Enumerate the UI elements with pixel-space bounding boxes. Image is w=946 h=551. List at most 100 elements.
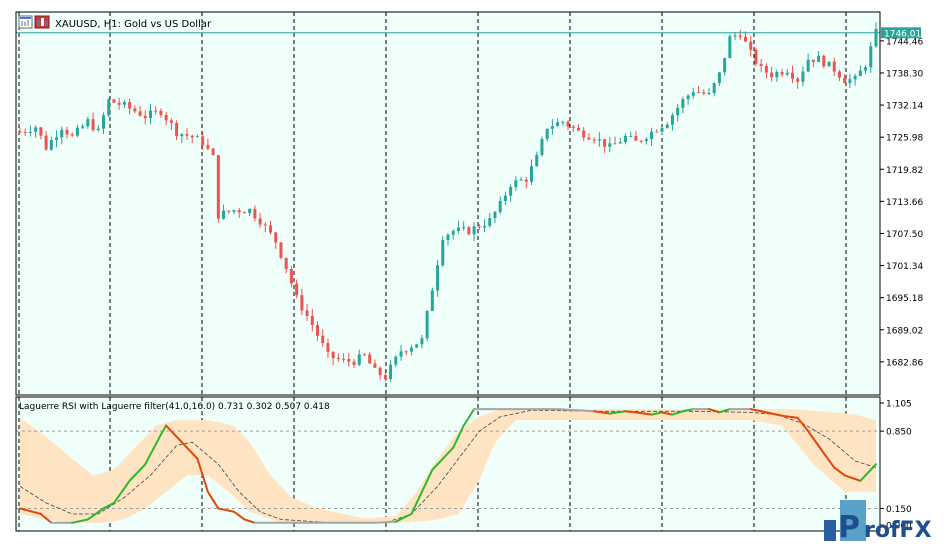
candle-body[interactable] [227,211,230,212]
candle-body[interactable] [29,132,32,133]
candle-body[interactable] [295,283,298,295]
candle-body[interactable] [368,354,371,363]
candle-body[interactable] [520,180,523,181]
candle-body[interactable] [326,343,329,352]
candle-body[interactable] [60,130,63,138]
candle-body[interactable] [55,137,58,140]
candle-body[interactable] [175,123,178,136]
candle-body[interactable] [81,126,84,128]
candle-body[interactable] [833,62,836,72]
candle-body[interactable] [191,136,194,138]
candle-body[interactable] [760,64,763,66]
candle-body[interactable] [154,111,157,112]
candle-body[interactable] [415,344,418,347]
candle-body[interactable] [86,119,89,126]
candle-body[interactable] [775,72,778,77]
candle-body[interactable] [452,231,455,235]
candle-body[interactable] [504,196,507,201]
candle-body[interactable] [556,122,559,126]
chart-window-icon[interactable] [19,16,32,28]
candle-body[interactable] [123,102,126,105]
candle-body[interactable] [754,50,757,64]
candle-body[interactable] [462,227,465,228]
candle-body[interactable] [170,120,173,123]
candle-body[interactable] [645,139,648,141]
candle-body[interactable] [614,143,617,144]
candle-body[interactable] [488,218,491,226]
candle-body[interactable] [650,132,653,139]
candle-body[interactable] [165,115,168,120]
candle-body[interactable] [19,132,22,133]
candle-body[interactable] [634,136,637,141]
candle-body[interactable] [379,368,382,375]
candle-body[interactable] [373,364,376,368]
candle-body[interactable] [629,136,632,137]
candle-body[interactable] [770,73,773,78]
candle-body[interactable] [196,136,199,137]
candle-body[interactable] [420,338,423,344]
candle-body[interactable] [624,136,627,142]
candle-body[interactable] [577,128,580,131]
candle-body[interactable] [728,36,731,58]
candle-body[interactable] [410,348,413,352]
candle-body[interactable] [65,130,68,135]
candle-body[interactable] [848,79,851,83]
candle-body[interactable] [551,126,554,129]
candle-body[interactable] [50,140,53,150]
candle-body[interactable] [337,358,340,359]
candle-body[interactable] [259,218,262,224]
candle-body[interactable] [457,228,460,231]
candle-body[interactable] [478,226,481,227]
candle-body[interactable] [838,72,841,78]
candle-body[interactable] [718,72,721,83]
candle-body[interactable] [45,136,48,150]
candle-body[interactable] [812,60,815,62]
candle-body[interactable] [102,115,105,128]
candle-body[interactable] [274,233,277,243]
candle-body[interactable] [739,35,742,36]
candle-body[interactable] [139,111,142,115]
candle-body[interactable] [661,128,664,132]
candle-body[interactable] [859,71,862,76]
candle-body[interactable] [535,155,538,166]
candle-body[interactable] [671,115,674,124]
candle-body[interactable] [389,365,392,379]
candle-body[interactable] [233,210,236,212]
candle-body[interactable] [781,72,784,74]
candle-body[interactable] [384,375,387,379]
candle-body[interactable] [765,66,768,73]
candle-body[interactable] [530,166,533,182]
candle-body[interactable] [290,269,293,284]
candle-body[interactable] [71,134,74,135]
candle-body[interactable] [603,139,606,147]
candle-body[interactable] [676,108,679,115]
candle-body[interactable] [128,102,131,108]
candle-body[interactable] [561,122,564,123]
candle-body[interactable] [353,362,356,365]
candle-body[interactable] [723,58,726,72]
candle-body[interactable] [744,37,747,42]
candle-body[interactable] [801,71,804,81]
candle-body[interactable] [843,78,846,83]
candle-body[interactable] [186,134,189,136]
candle-body[interactable] [572,126,575,127]
candle-body[interactable] [253,209,256,219]
candle-body[interactable] [300,295,303,310]
candle-body[interactable] [499,201,502,212]
candle-body[interactable] [306,310,309,316]
candle-body[interactable] [217,155,220,219]
candle-body[interactable] [285,258,288,269]
candle-body[interactable] [34,127,37,132]
candle-body[interactable] [238,210,241,212]
candle-body[interactable] [828,62,831,67]
candle-body[interactable] [796,79,799,82]
candle-body[interactable] [222,211,225,219]
candle-body[interactable] [540,139,543,155]
candle-body[interactable] [264,225,267,226]
candle-body[interactable] [76,128,79,136]
candle-body[interactable] [734,35,737,36]
candle-body[interactable] [39,127,42,135]
candle-body[interactable] [822,56,825,67]
candle-body[interactable] [394,357,397,365]
